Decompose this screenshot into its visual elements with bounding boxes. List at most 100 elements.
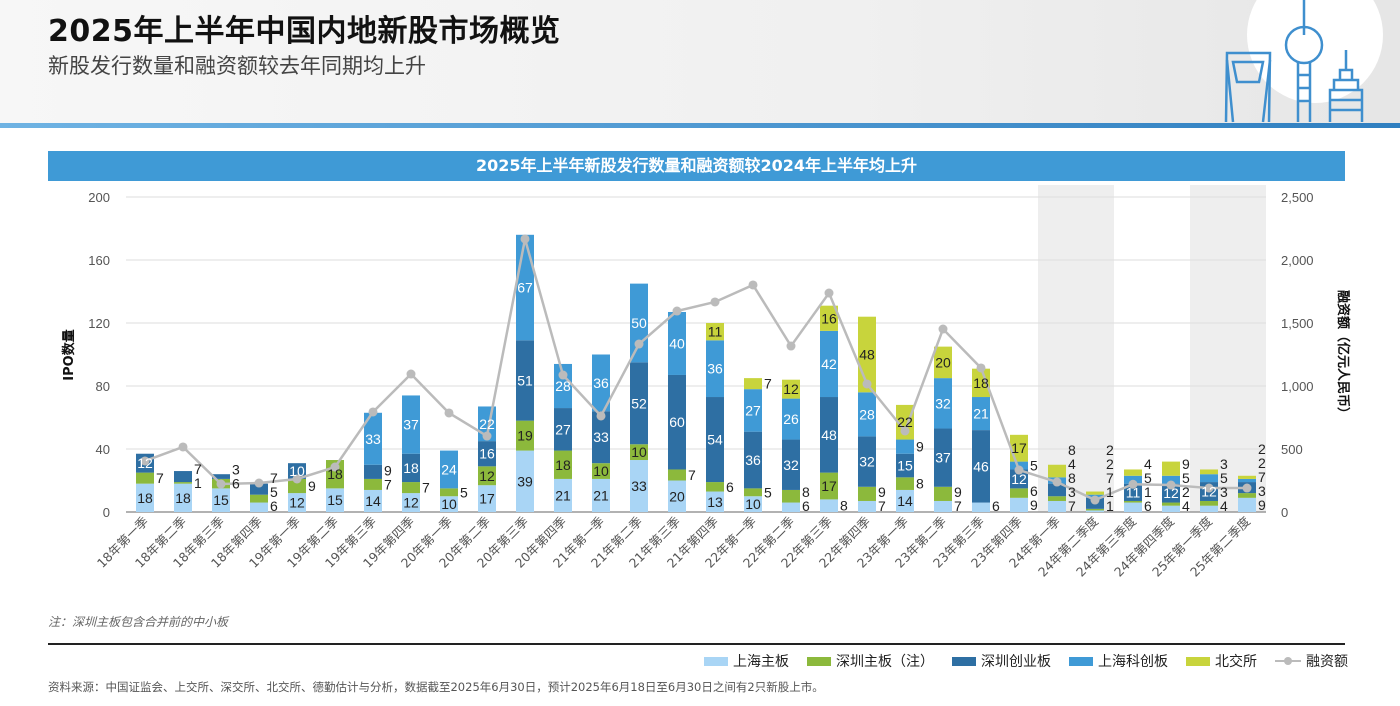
y-tick-label: 80 <box>96 379 110 394</box>
data-label: 6 <box>726 479 734 495</box>
legend-label: 融资额 <box>1306 654 1348 670</box>
bar-star <box>706 340 724 398</box>
data-label: 5 <box>270 484 278 500</box>
data-label: 6 <box>232 476 240 492</box>
data-label: 20 <box>935 354 951 370</box>
data-label: 15 <box>213 492 229 508</box>
data-label: 18 <box>973 375 989 391</box>
data-label: 24 <box>441 461 457 477</box>
data-label: 16 <box>479 446 495 462</box>
bar-chinext <box>516 340 534 421</box>
data-label: 10 <box>745 496 761 512</box>
data-label: 28 <box>555 378 571 394</box>
data-label: 33 <box>365 431 381 447</box>
data-label: 9 <box>878 484 886 500</box>
data-label: 11 <box>1126 484 1141 500</box>
data-label: 17 <box>821 478 837 494</box>
bar-star <box>858 392 876 437</box>
highlight-band <box>1228 185 1266 512</box>
data-label: 12 <box>289 495 305 511</box>
proceeds-point <box>1090 495 1100 505</box>
bar-sz-main <box>516 420 534 451</box>
bar-bse <box>1086 491 1104 495</box>
legend-label: 上海科创板 <box>1098 654 1168 670</box>
bar-chinext <box>592 411 610 464</box>
data-label: 19 <box>517 428 533 444</box>
bar-chinext <box>212 474 230 479</box>
data-label: 5 <box>1182 470 1190 486</box>
data-label: 32 <box>935 395 951 411</box>
data-label: 54 <box>707 432 723 448</box>
proceeds-point <box>1166 480 1176 490</box>
data-label: 10 <box>593 463 609 479</box>
bar-bse <box>782 379 800 399</box>
bar-sh-main <box>326 488 344 512</box>
y2-axis-label: 融资额（亿元人民币） <box>1335 290 1351 420</box>
y2-tick-label: 2,000 <box>1281 253 1314 268</box>
legend-swatch <box>952 656 976 666</box>
data-label: 36 <box>707 361 723 377</box>
proceeds-point <box>824 288 834 298</box>
bar-chinext <box>364 464 382 479</box>
bar-sh-main <box>174 483 192 512</box>
proceeds-point <box>596 411 606 421</box>
data-label: 6 <box>1030 483 1038 499</box>
bar-sh-main <box>972 502 990 512</box>
bar-bse <box>972 368 990 398</box>
data-label: 4 <box>1144 456 1152 472</box>
bar-sz-main <box>364 478 382 490</box>
bar-sh-main <box>1048 500 1066 512</box>
proceeds-point <box>178 442 188 452</box>
data-label: 9 <box>1030 497 1038 513</box>
legend-label: 深圳主板（注） <box>836 654 934 670</box>
highlight-band <box>1076 185 1114 512</box>
data-label: 12 <box>783 381 799 397</box>
bar-star <box>630 283 648 363</box>
bar-sz-main <box>478 466 496 486</box>
bar-sz-main <box>630 444 648 461</box>
proceeds-point <box>140 456 150 466</box>
bar-sh-main <box>478 485 496 512</box>
proceeds-point <box>216 479 226 489</box>
bar-star <box>554 363 572 409</box>
bar-sz-main <box>744 488 762 497</box>
data-label: 21 <box>593 487 609 503</box>
y-tick-label: 120 <box>88 316 110 331</box>
footnote: 注：深圳主板包含合并前的中小板 <box>48 615 229 629</box>
data-label: 1 <box>1106 498 1114 514</box>
legend-swatch <box>807 656 831 666</box>
bar-sh-main <box>1162 505 1180 512</box>
data-label: 9 <box>308 478 316 494</box>
y-axis-label: IPO数量 <box>61 329 77 380</box>
data-label: 9 <box>916 439 924 455</box>
bar-sz-main <box>1086 508 1104 511</box>
bar-chinext <box>402 453 420 483</box>
y-tick-label: 200 <box>88 190 110 205</box>
data-label: 42 <box>821 356 837 372</box>
bar-sz-main <box>782 489 800 503</box>
proceeds-point <box>672 306 682 316</box>
data-label: 9 <box>384 462 392 478</box>
y2-tick-label: 2,500 <box>1281 190 1314 205</box>
bar-sh-main <box>934 500 952 512</box>
data-label: 14 <box>897 493 913 509</box>
bar-star <box>896 439 914 454</box>
proceeds-point <box>1204 483 1214 493</box>
header-divider <box>0 123 1400 128</box>
bar-chinext <box>934 428 952 487</box>
data-label: 33 <box>631 478 647 494</box>
bar-star <box>364 412 382 465</box>
legend: 上海主板 深圳主板（注） 深圳创业板 上海科创板 北交所 融资额 <box>704 651 1348 671</box>
data-label: 7 <box>384 476 392 492</box>
data-label: 7 <box>1068 498 1076 514</box>
legend-label: 上海主板 <box>733 654 789 670</box>
bar-chinext <box>706 397 724 483</box>
proceeds-point <box>444 408 454 418</box>
data-label: 22 <box>479 416 495 432</box>
data-label: 7 <box>878 498 886 514</box>
bar-bse <box>706 323 724 341</box>
bar-sz-main <box>174 482 192 484</box>
bar-sz-main <box>820 472 838 500</box>
data-label: 8 <box>1068 470 1076 486</box>
y2-tick-label: 1,000 <box>1281 379 1314 394</box>
